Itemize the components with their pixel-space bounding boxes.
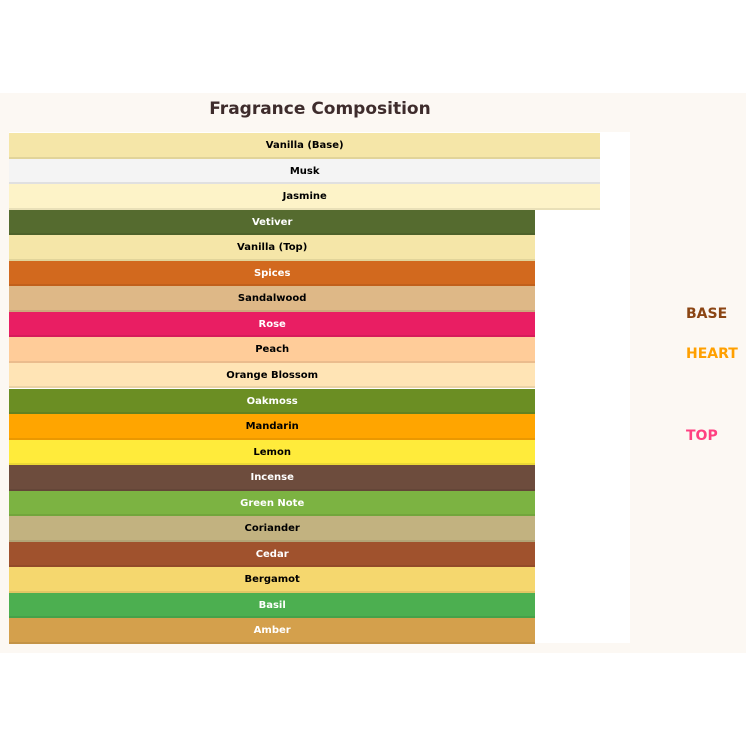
bar-lemon [9,439,536,466]
bar-coriander [9,516,536,542]
bar-musk [9,158,601,185]
bar-basil [9,592,536,619]
bar-peach [9,337,536,363]
bar-amber [9,618,536,644]
bar-rose [9,311,536,338]
bar-label: Spices [253,267,291,279]
bar-label: Bergamot [244,574,300,586]
legend-item-heart: HEART [686,346,738,362]
bar-label: Peach [255,344,290,356]
bar-label: Incense [250,472,294,484]
bar-spices [9,260,536,287]
bar-label: Amber [253,625,291,637]
bar-orange-blossom [9,362,536,389]
legend-item-top: TOP [686,428,718,444]
bar-label: Vetiver [251,216,293,228]
legend-item-base: BASE [686,306,728,322]
bar-label: Basil [258,599,286,611]
bar-jasmine [9,184,601,210]
bar-label: Coriander [244,523,300,535]
bar-incense [9,465,536,491]
bar-sandalwood [9,286,536,312]
bar-label: Green Note [240,497,305,509]
plot-area: Vanilla (Base) Musk Jasmine Vetiver Vanilla … [9,132,630,644]
bar-bergamot [9,567,536,593]
bar-label: Musk [289,165,320,177]
bar-label: Oakmoss [246,395,298,407]
bar-label: Mandarin [245,421,299,433]
bar-vanilla-base [9,133,601,159]
bar-label: Orange Blossom [226,369,319,381]
bar-cedar [9,541,536,568]
bar-label: Rose [258,318,286,330]
bar-vanilla-top [9,235,536,261]
bar-label: Cedar [255,548,289,560]
chart-title: Fragrance Composition [209,99,431,119]
bar-label: Jasmine [282,191,327,203]
bar-label: Vanilla (Top) [237,242,308,254]
bar-mandarin [9,414,536,440]
bar-label: Vanilla (Base) [265,140,344,151]
bar-green-note [9,490,536,517]
bar-label: Lemon [253,446,291,458]
bar-vetiver [9,209,536,236]
bar-label: Sandalwood [237,293,307,305]
bar-oakmoss [9,388,536,415]
